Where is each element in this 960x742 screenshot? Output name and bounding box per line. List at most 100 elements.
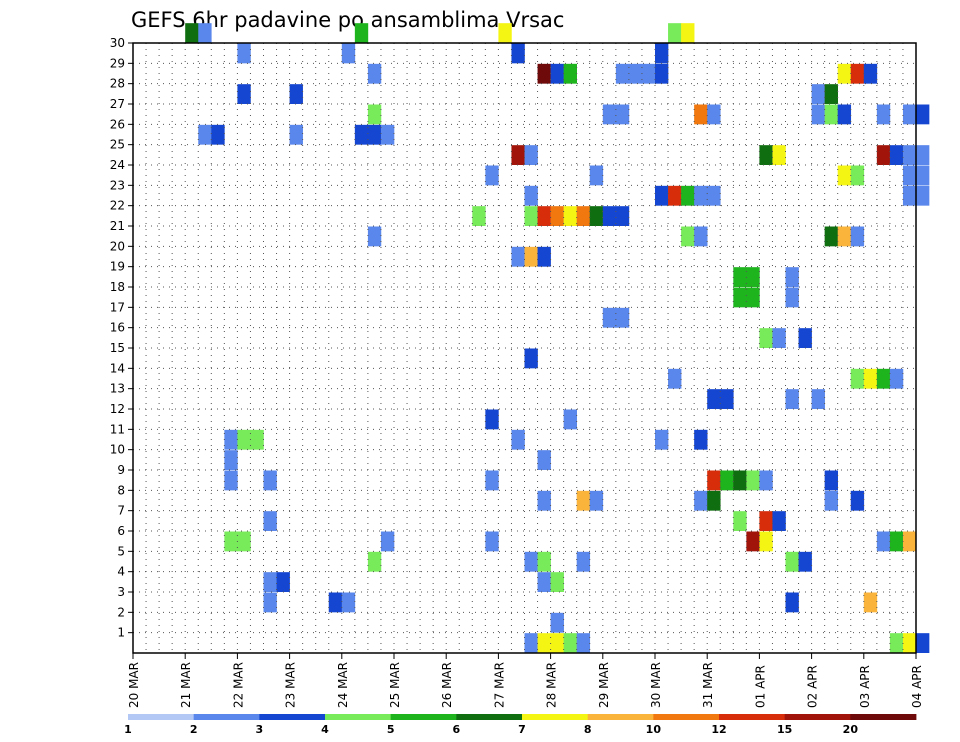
precip-cell [916, 165, 930, 186]
y-tick-label: 18 [110, 280, 125, 294]
precip-cell [602, 104, 617, 125]
y-tick-label: 9 [117, 463, 125, 477]
y-tick-label: 10 [110, 443, 125, 457]
colorbar-label: 10 [646, 723, 662, 736]
y-tick-label: 24 [110, 158, 125, 172]
y-tick-label: 12 [110, 402, 125, 416]
precip-cell [511, 43, 525, 64]
precip-cell [602, 206, 617, 226]
x-tick-label: 02 APR [806, 665, 820, 708]
precip-cell [889, 368, 904, 389]
precip-cell [367, 124, 382, 145]
precip-cell [237, 43, 251, 64]
precip-cell [876, 531, 891, 552]
precip-cell [602, 307, 617, 328]
precip-cell [902, 531, 917, 552]
precip-cell [537, 246, 551, 267]
precip-cell [902, 185, 917, 206]
colorbar-segment [784, 714, 851, 720]
precip-cell [289, 84, 303, 104]
precip-cell [746, 470, 760, 491]
precip-cell [511, 429, 525, 450]
colorbar-label: 2 [190, 723, 198, 736]
precip-cell [263, 470, 277, 491]
precip-cell [537, 63, 551, 84]
precip-cell [380, 531, 395, 552]
precip-cell [263, 592, 277, 613]
precip-cell [576, 551, 591, 572]
precip-cell [733, 511, 747, 531]
precip-cell [681, 23, 695, 43]
precip-cell [576, 206, 591, 226]
colorbar-label: 5 [387, 723, 395, 736]
x-tick-label: 26 MAR [440, 662, 454, 708]
colorbar-segment [193, 714, 260, 720]
precip-cell [537, 551, 551, 572]
colorbar-segment [719, 714, 786, 720]
precip-cell [759, 328, 773, 348]
precip-cell [863, 368, 878, 389]
y-tick-label: 22 [110, 199, 125, 213]
precip-cell [759, 531, 773, 552]
colorbar-label: 6 [453, 723, 461, 736]
precip-cell [289, 124, 303, 145]
colorbar-label: 7 [518, 723, 526, 736]
precip-cell [694, 226, 708, 247]
precip-cell [563, 63, 577, 84]
precip-cell [824, 490, 838, 511]
precip-cell [720, 470, 734, 491]
colorbar: 1 2 3 4 5 6 7 8 10 12 15 20 [124, 714, 917, 736]
precip-cell [485, 531, 499, 552]
precip-cell [563, 633, 577, 653]
precip-cell [615, 104, 630, 125]
precip-cell [772, 145, 786, 165]
precip-cell [524, 145, 538, 165]
precip-cell [916, 145, 930, 165]
precip-cell [485, 470, 499, 491]
precip-cell [328, 592, 343, 613]
x-tick-label: 03 APR [858, 665, 872, 708]
precip-cell [641, 63, 656, 84]
precip-cell [707, 104, 721, 125]
precip-cell [537, 572, 551, 592]
colorbar-segment [850, 714, 917, 720]
precip-cell [655, 43, 669, 64]
precip-cell [837, 165, 852, 186]
precip-cell [263, 572, 277, 592]
y-tick-label: 17 [110, 300, 125, 314]
x-axis-ticks: 20 MAR 21 MAR 22 MAR 23 MAR 24 MAR 25 MAR 26 M… [127, 653, 924, 708]
y-tick-label: 8 [117, 483, 125, 497]
precip-cell [550, 63, 564, 84]
precip-cell [211, 124, 225, 145]
precip-cell [341, 592, 356, 613]
precip-cell [707, 490, 721, 511]
precip-cell [837, 226, 852, 247]
precip-cell [537, 490, 551, 511]
precip-cell [576, 490, 591, 511]
precip-cell [798, 551, 812, 572]
precip-cell [524, 206, 538, 226]
y-tick-label: 11 [110, 422, 125, 436]
precip-cell [589, 165, 604, 186]
precip-cell [589, 490, 604, 511]
y-tick-label: 19 [110, 260, 125, 274]
precip-cell [902, 104, 917, 125]
y-tick-label: 5 [117, 544, 125, 558]
precip-cell [550, 572, 564, 592]
y-axis-ticks: 1234567891011121314151617181920212223242… [110, 36, 133, 640]
x-tick-label: 23 MAR [284, 662, 298, 708]
precip-cell [563, 206, 577, 226]
colorbar-segment [653, 714, 720, 720]
precip-cell [550, 633, 564, 653]
x-tick-label: 27 MAR [492, 662, 506, 708]
precip-cell [524, 185, 538, 206]
precip-cell [367, 226, 382, 247]
precip-cell [615, 206, 630, 226]
precip-cell [720, 389, 734, 409]
precip-cell [224, 531, 238, 552]
precip-cell [185, 23, 199, 43]
precip-cell [655, 63, 669, 84]
precip-cell [759, 470, 773, 491]
precip-cell [824, 104, 838, 125]
